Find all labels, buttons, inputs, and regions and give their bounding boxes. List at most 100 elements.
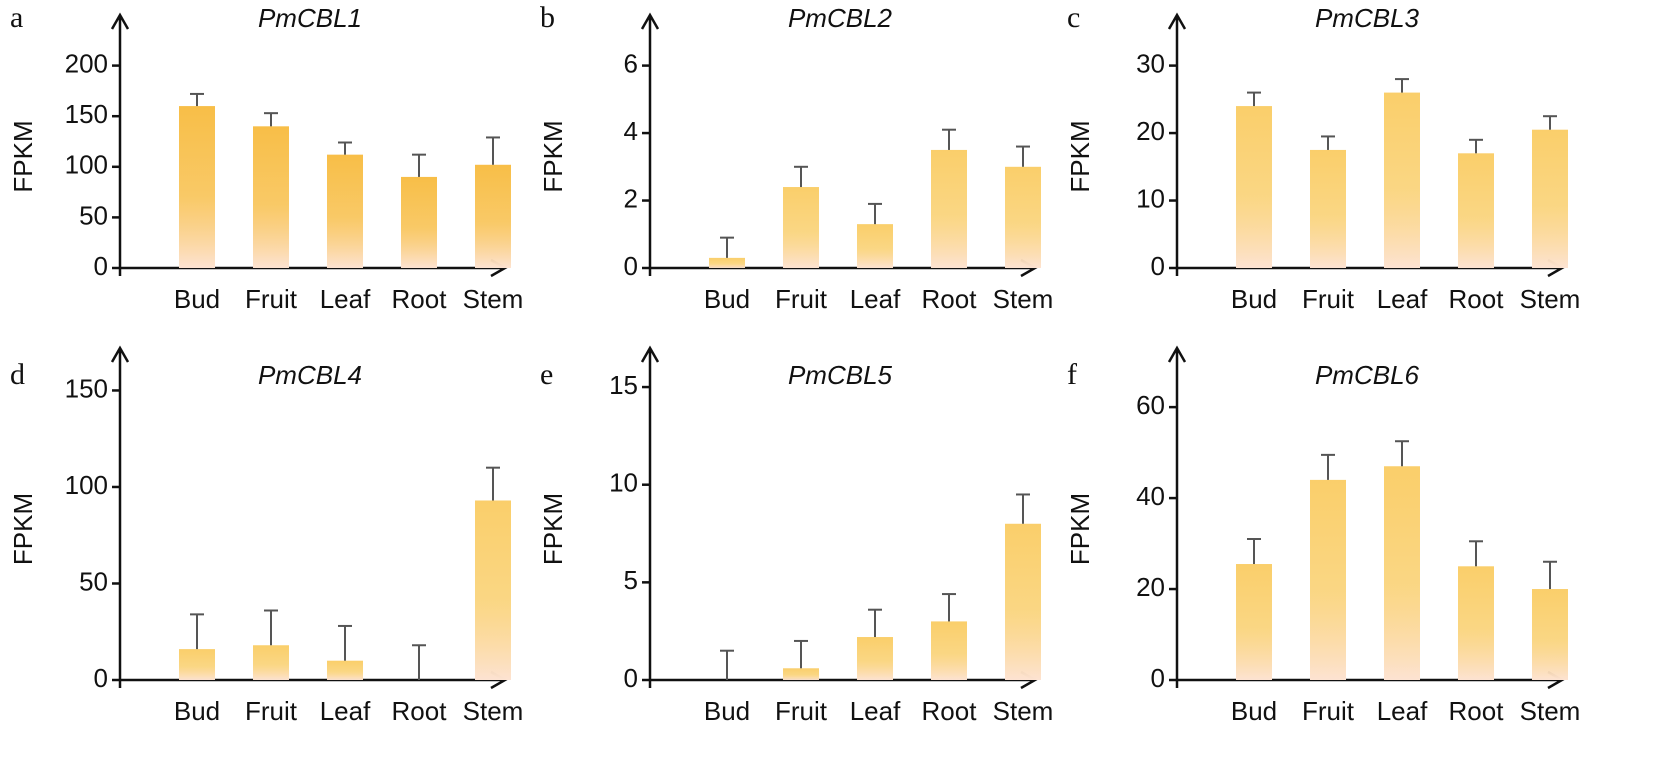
chart-title: PmCBL4 [258,360,362,390]
bar [1532,589,1568,680]
bar [709,257,745,268]
bar [1005,523,1041,680]
bar [1005,166,1041,268]
y-tick-label: 15 [609,370,638,400]
y-axis [640,12,660,276]
y-tick-label: 100 [65,150,108,180]
y-tick-label: 2 [624,183,638,213]
bar [1458,153,1494,268]
panel-letter: b [540,1,555,34]
y-tick-label: 5 [624,565,638,595]
bar [1384,92,1420,268]
x-tick-label: Leaf [320,696,371,726]
x-tick-label: Fruit [245,284,298,314]
y-axis [110,12,130,276]
y-tick-label: 60 [1136,390,1165,420]
chart-title: PmCBL1 [258,3,362,33]
bar [1310,479,1346,680]
bar [783,668,819,680]
x-tick-label: Leaf [1377,284,1428,314]
x-tick-label: Fruit [245,696,298,726]
panel-letter: c [1067,1,1080,34]
y-axis-label: FPKM [538,493,568,565]
x-tick-label: Stem [993,284,1054,314]
bar [253,645,289,680]
x-axis [1177,670,1565,690]
x-axis [120,258,508,278]
x-tick-label: Bud [1231,696,1277,726]
bar [857,224,893,268]
chart-title: PmCBL5 [788,360,893,390]
x-tick-label: Bud [704,696,750,726]
y-tick-label: 10 [1136,183,1165,213]
y-tick-label: 150 [65,99,108,129]
x-tick-label: Stem [993,696,1054,726]
y-tick-label: 30 [1136,48,1165,78]
x-tick-label: Root [1449,696,1505,726]
y-axis [1167,12,1187,276]
panel-letter: d [10,358,25,391]
y-tick-label: 50 [79,200,108,230]
x-tick-label: Leaf [850,696,901,726]
y-tick-label: 50 [79,566,108,596]
x-tick-label: Root [922,696,978,726]
x-tick-label: Leaf [1377,696,1428,726]
bar [1236,564,1272,680]
x-axis [120,670,508,690]
x-tick-label: Stem [463,696,524,726]
panel-letter: e [540,358,553,391]
chart-title: PmCBL3 [1315,3,1420,33]
bar [1236,106,1272,268]
x-tick-label: Root [1449,284,1505,314]
x-tick-label: Leaf [850,284,901,314]
x-tick-label: Root [392,284,448,314]
y-axis [640,345,660,688]
x-tick-label: Fruit [1302,284,1355,314]
y-tick-label: 0 [1151,663,1165,693]
y-axis-label: FPKM [1065,493,1095,565]
y-axis-label: FPKM [8,493,38,565]
y-tick-label: 10 [609,468,638,498]
x-tick-label: Stem [1520,284,1581,314]
panel-letter: a [10,1,23,34]
x-tick-label: Stem [463,284,524,314]
x-tick-label: Stem [1520,696,1581,726]
bar [327,660,363,680]
y-axis [1167,345,1187,688]
y-axis [110,345,130,688]
y-axis-label: FPKM [538,120,568,192]
y-tick-label: 20 [1136,572,1165,602]
x-tick-label: Fruit [1302,696,1355,726]
bar [179,649,215,680]
x-tick-label: Bud [174,696,220,726]
bar [253,126,289,268]
bar [401,176,437,268]
y-tick-label: 0 [1151,251,1165,281]
bar [1458,566,1494,680]
x-tick-label: Bud [174,284,220,314]
bar [931,149,967,268]
x-tick-label: Bud [704,284,750,314]
x-tick-label: Fruit [775,696,828,726]
bar [783,187,819,268]
y-tick-label: 200 [65,48,108,78]
y-tick-label: 6 [624,48,638,78]
y-axis-label: FPKM [1065,120,1095,192]
panel-letter: f [1067,358,1077,391]
bar [1384,466,1420,680]
bar [475,164,511,268]
x-axis [650,258,1038,278]
y-tick-label: 0 [624,251,638,281]
y-tick-label: 0 [624,663,638,693]
bar [179,106,215,268]
y-tick-label: 0 [94,663,108,693]
chart-title: PmCBL6 [1315,360,1420,390]
bar [931,621,967,680]
x-axis [650,670,1038,690]
bar [1532,129,1568,268]
y-tick-label: 40 [1136,481,1165,511]
y-tick-label: 20 [1136,116,1165,146]
bar [475,500,511,680]
x-tick-label: Leaf [320,284,371,314]
x-tick-label: Root [922,284,978,314]
